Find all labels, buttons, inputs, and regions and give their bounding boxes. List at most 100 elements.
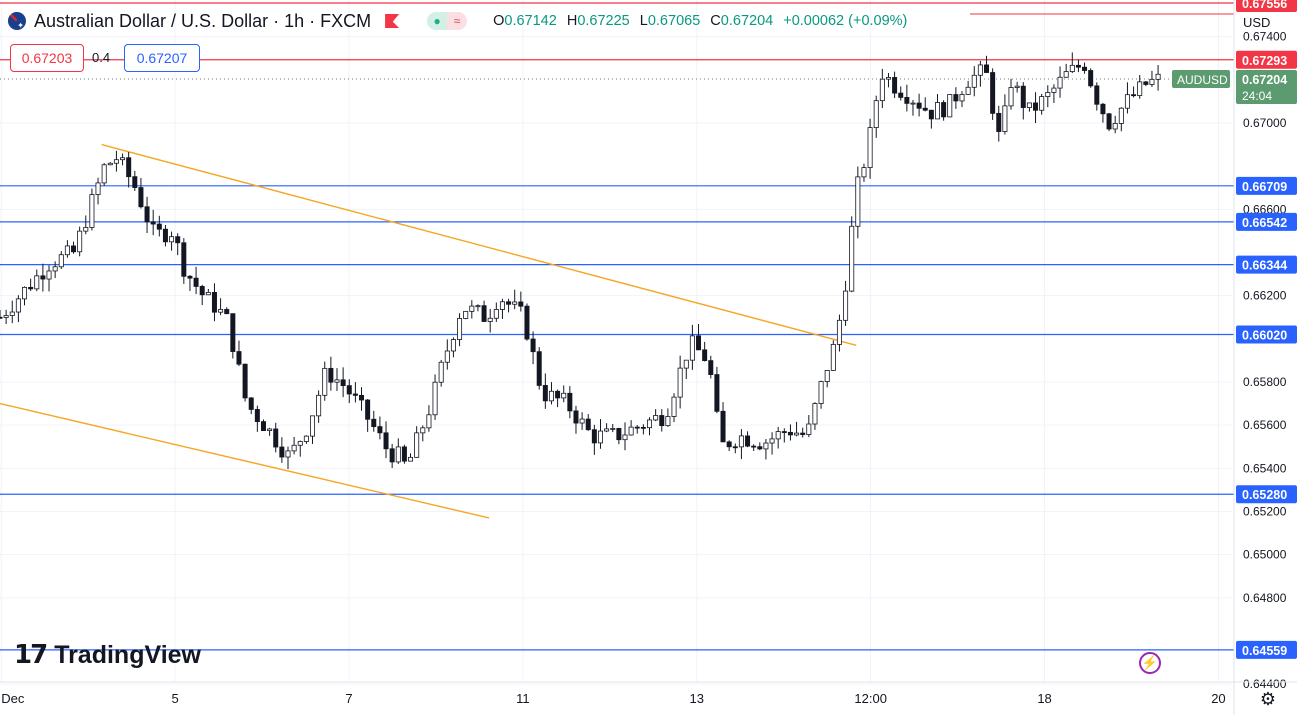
resistance-level-tag [1236, 50, 1297, 69]
candle-up [334, 379, 340, 383]
candle-up [64, 245, 70, 256]
price-tick-label: 0.65800 [1243, 375, 1287, 389]
candle-up [1112, 123, 1118, 130]
candle-down [138, 187, 144, 208]
candle-up [885, 77, 891, 80]
candle-down [506, 301, 512, 305]
candle-up [1002, 105, 1008, 132]
price-tick-label: 0.64400 [1243, 677, 1287, 691]
candle-down [383, 432, 389, 450]
candle-down [273, 428, 279, 448]
candle-up [303, 435, 309, 442]
candle-up [689, 335, 695, 361]
candle-down [726, 441, 732, 448]
candles [0, 52, 1161, 470]
candle-down [916, 102, 922, 109]
candle-up [120, 157, 126, 161]
time-tick-label: 12:00 [854, 691, 887, 706]
dot-icon: ● [427, 12, 448, 30]
candle-down [1020, 85, 1026, 108]
candle-up [1014, 85, 1020, 88]
candle-up [775, 431, 781, 440]
candle-up [604, 428, 610, 432]
candle-up [22, 286, 28, 300]
time-tick-label: 13 [690, 691, 704, 706]
support-level-label: 0.66020 [1242, 329, 1287, 343]
candle-up [414, 432, 420, 458]
candle-down [732, 446, 738, 449]
au-flag-icon [8, 12, 26, 30]
candle-down [1075, 64, 1081, 68]
candle-down [1100, 103, 1106, 115]
candle-up [1026, 102, 1032, 108]
candle-up [499, 301, 505, 310]
candle-up [677, 367, 683, 398]
resistance-level-label: 0.67556 [1242, 0, 1287, 11]
sell-button[interactable]: 0.67203 [10, 44, 84, 72]
candle-down [187, 275, 193, 279]
symbol-tag [1172, 69, 1230, 88]
candle-up [457, 318, 463, 340]
candle-down [242, 363, 248, 399]
resistance-level-label: 0.67293 [1242, 54, 1287, 68]
support-level-tag [1236, 255, 1297, 274]
currency-select[interactable]: USD [1243, 14, 1271, 30]
flash-icon[interactable]: ⚡ [1139, 652, 1161, 674]
candle-down [696, 335, 702, 351]
candle-up [947, 94, 953, 118]
chart-header: Australian Dollar / U.S. Dollar · 1h · F… [8, 8, 907, 34]
candle-down [984, 64, 990, 73]
wave-icon: ≈ [447, 12, 468, 30]
candle-down [254, 409, 260, 423]
candle-down [990, 72, 996, 114]
candle-up [107, 162, 113, 166]
candle-up [830, 343, 836, 371]
candle-up [763, 442, 769, 450]
candle-up [475, 305, 481, 308]
symbol-title[interactable]: Australian Dollar / U.S. Dollar · 1h · F… [34, 10, 372, 31]
price-axis-bg [1234, 0, 1297, 715]
gear-icon[interactable]: ⚙ [1259, 688, 1277, 709]
support-level-tag [1236, 325, 1297, 344]
market-closed-icon[interactable] [385, 14, 400, 28]
time-tick-label: Dec [1, 691, 25, 706]
time-axis[interactable]: Dec 5 7 11 13 12:00 18 20 [0, 681, 1297, 706]
buy-button[interactable]: 0.67207 [124, 44, 200, 72]
candle-up [610, 428, 616, 430]
candle-down [150, 221, 156, 225]
candle-down [156, 223, 162, 230]
candle-up [934, 102, 940, 120]
logo-text: TradingView [54, 640, 201, 669]
candle-down [800, 432, 806, 435]
candle-up [52, 266, 58, 272]
candle-up [818, 381, 824, 404]
candle-up [561, 392, 567, 399]
candle-up [1051, 87, 1057, 93]
candle-up [408, 456, 414, 462]
candle-down [359, 394, 365, 401]
candle-up [597, 430, 603, 444]
candle-up [438, 361, 444, 383]
candle-up [683, 359, 689, 369]
candle-up [316, 394, 322, 417]
support-level-label: 0.64559 [1242, 644, 1287, 658]
candle-up [824, 370, 830, 382]
candle-down [371, 418, 377, 428]
candle-up [867, 127, 873, 168]
price-axis[interactable]: 0.67400 0.67000 0.66600 0.66200 0.65800 0.656… [1233, 0, 1297, 715]
candle-down [1143, 81, 1149, 85]
candle-up [1039, 96, 1045, 111]
candle-up [9, 311, 15, 316]
candle-down [567, 392, 573, 412]
price-tick-label: 0.67000 [1243, 116, 1287, 130]
indicator-pill[interactable]: ● ≈ [427, 12, 468, 30]
candle-down [530, 338, 536, 353]
time-tick-label: 11 [516, 691, 530, 706]
candle-up [218, 309, 224, 313]
candle-down [757, 446, 763, 450]
candle-down [175, 236, 181, 244]
tradingview-logo: 17 TradingView [14, 640, 201, 670]
candle-down [928, 109, 934, 120]
candle-up [512, 301, 518, 305]
